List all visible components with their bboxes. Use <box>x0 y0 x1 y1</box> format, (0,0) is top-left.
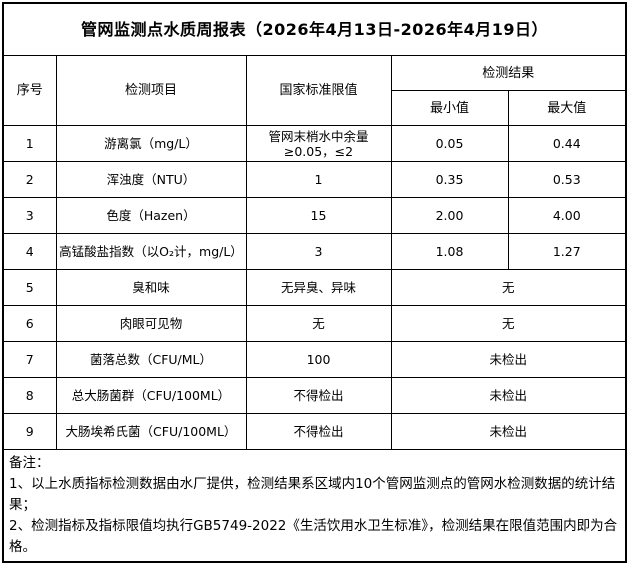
row-result: 未检出 <box>390 377 627 414</box>
row-seq: 8 <box>2 377 57 414</box>
row-seq: 3 <box>2 197 57 234</box>
row-result: 未检出 <box>390 413 627 450</box>
row-seq: 7 <box>2 341 57 378</box>
row-item: 肉眼可见物 <box>55 305 247 342</box>
row-seq: 5 <box>2 269 57 306</box>
row-seq: 2 <box>2 161 57 198</box>
header-limit: 国家标准限值 <box>245 55 392 126</box>
row-limit: 不得检出 <box>245 413 392 450</box>
row-limit: 1 <box>245 161 392 198</box>
table-row: 3 色度（Hazen） 15 2.00 4.00 <box>2 197 627 234</box>
row-item: 色度（Hazen） <box>55 197 247 234</box>
row-result: 未检出 <box>390 341 627 378</box>
table-row: 6 肉眼可见物 无 无 <box>2 305 627 342</box>
header-item: 检测项目 <box>55 55 247 126</box>
row-limit: 100 <box>245 341 392 378</box>
notes-line-1: 1、以上水质指标检测数据由水厂提供，检测结果系区域内10个管网监测点的管网水检测… <box>9 476 616 513</box>
notes-cell: 备注： 1、以上水质指标检测数据由水厂提供，检测结果系区域内10个管网监测点的管… <box>2 449 627 563</box>
row-limit: 15 <box>245 197 392 234</box>
row-seq: 1 <box>2 125 57 162</box>
notes-line-2: 2、检测指标及指标限值均执行GB5749-2022《生活饮用水卫生标准》，检测结… <box>9 518 618 555</box>
row-result: 无 <box>390 269 627 306</box>
row-limit: 管网末梢水中余量≥0.05，≤2 <box>245 125 392 162</box>
notes-row: 备注： 1、以上水质指标检测数据由水厂提供，检测结果系区域内10个管网监测点的管… <box>2 449 627 563</box>
header-row: 序号 检测项目 国家标准限值 检测结果 <box>2 55 627 126</box>
table-row: 5 臭和味 无异臭、异味 无 <box>2 269 627 306</box>
row-min: 1.08 <box>390 233 509 270</box>
row-item: 高锰酸盐指数（以O₂计，mg/L） <box>55 233 247 270</box>
row-result: 无 <box>390 305 627 342</box>
row-seq: 4 <box>2 233 57 270</box>
table-row: 4 高锰酸盐指数（以O₂计，mg/L） 3 1.08 1.27 <box>2 233 627 270</box>
header-subrow: 最小值 最大值 <box>3 90 627 126</box>
row-seq: 6 <box>2 305 57 342</box>
title-row: 管网监测点水质周报表（2026年4月13日-2026年4月19日） <box>2 2 627 56</box>
table-row: 1 游离氯（mg/L） 管网末梢水中余量≥0.05，≤2 0.05 0.44 <box>2 125 627 162</box>
row-item: 浑浊度（NTU） <box>55 161 247 198</box>
header-min: 最小值 <box>390 90 509 126</box>
row-item: 大肠埃希氏菌（CFU/100ML） <box>55 413 247 450</box>
row-item: 菌落总数（CFU/ML） <box>55 341 247 378</box>
row-max: 1.27 <box>507 233 627 270</box>
row-seq: 9 <box>2 413 57 450</box>
notes-label: 备注： <box>9 455 50 471</box>
table-row: 2 浑浊度（NTU） 1 0.35 0.53 <box>2 161 627 198</box>
header-max: 最大值 <box>507 90 627 126</box>
header-result: 检测结果 <box>390 55 627 91</box>
table-row: 8 总大肠菌群（CFU/100ML） 不得检出 未检出 <box>2 377 627 414</box>
row-min: 0.05 <box>390 125 509 162</box>
row-item: 游离氯（mg/L） <box>55 125 247 162</box>
page-title: 管网监测点水质周报表（2026年4月13日-2026年4月19日） <box>2 2 627 56</box>
row-min: 2.00 <box>390 197 509 234</box>
row-item: 臭和味 <box>55 269 247 306</box>
row-limit: 无异臭、异味 <box>245 269 392 306</box>
row-limit: 不得检出 <box>245 377 392 414</box>
row-limit: 无 <box>245 305 392 342</box>
header-seq: 序号 <box>2 55 57 126</box>
row-min: 0.35 <box>390 161 509 198</box>
row-max: 0.44 <box>507 125 627 162</box>
row-max: 4.00 <box>507 197 627 234</box>
table-row: 7 菌落总数（CFU/ML） 100 未检出 <box>2 341 627 378</box>
row-max: 0.53 <box>507 161 627 198</box>
table-row: 9 大肠埃希氏菌（CFU/100ML） 不得检出 未检出 <box>2 413 627 450</box>
row-item: 总大肠菌群（CFU/100ML） <box>55 377 247 414</box>
row-limit: 3 <box>245 233 392 270</box>
